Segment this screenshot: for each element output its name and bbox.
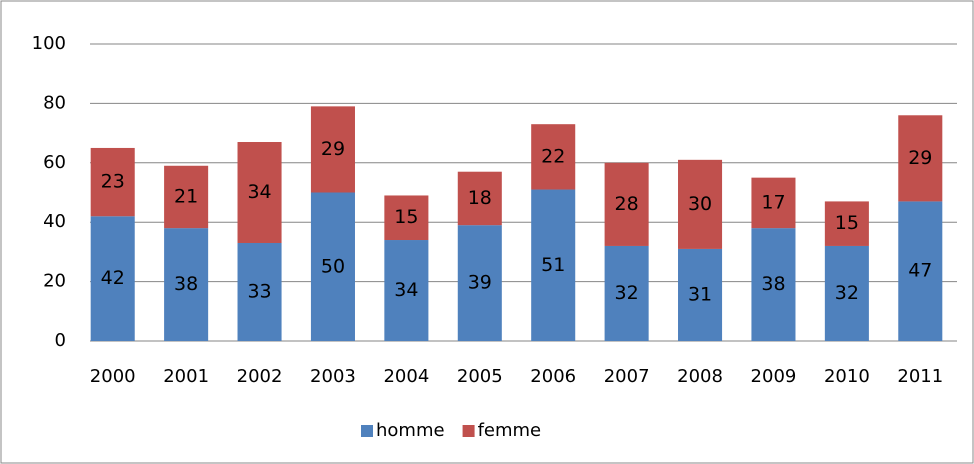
y-tick-label: 80	[43, 92, 66, 113]
data-label: 30	[688, 193, 712, 215]
y-tick-label: 100	[32, 33, 66, 54]
x-tick-label: 2006	[530, 366, 576, 387]
bar-segment	[678, 159, 723, 249]
x-tick-label: 2008	[677, 366, 723, 387]
data-label: 31	[688, 283, 712, 305]
bar-segment	[751, 177, 796, 229]
legend-swatch	[462, 425, 475, 437]
bar-segment	[898, 115, 943, 202]
y-tick-label: 0	[55, 330, 66, 351]
bar-segment	[384, 240, 429, 341]
data-label: 23	[101, 171, 125, 193]
y-tick-label: 20	[43, 271, 66, 292]
data-label: 18	[468, 187, 492, 209]
data-label: 22	[541, 145, 565, 167]
legend-label: homme	[376, 420, 445, 441]
x-tick-label: 2000	[90, 366, 136, 387]
data-label: 15	[835, 212, 859, 234]
bar-segment	[751, 228, 796, 341]
bar-segment	[604, 245, 649, 341]
bar-segment	[90, 147, 135, 217]
bar-segment	[678, 248, 723, 341]
bar-segment	[604, 162, 649, 246]
legend-label: femme	[478, 420, 542, 441]
data-label: 32	[835, 282, 859, 304]
x-tick-label: 2005	[457, 366, 503, 387]
bar-segment	[164, 228, 209, 341]
data-label: 50	[321, 255, 345, 277]
bar-segment	[898, 201, 943, 341]
bar-segment	[237, 142, 282, 243]
data-label: 38	[174, 273, 198, 295]
data-label: 28	[615, 193, 639, 215]
y-tick-label: 60	[43, 152, 66, 173]
bar-segment	[457, 225, 502, 341]
bar-segment	[237, 242, 282, 341]
x-tick-label: 2011	[897, 366, 943, 387]
x-tick-label: 2009	[751, 366, 797, 387]
data-label: 34	[247, 181, 271, 203]
bar-segment	[824, 201, 869, 246]
data-label: 39	[468, 272, 492, 294]
bar-segment	[164, 165, 209, 229]
data-label: 42	[101, 267, 125, 289]
data-label: 29	[908, 147, 932, 169]
data-label: 29	[321, 138, 345, 160]
data-label: 51	[541, 254, 565, 276]
data-label: 17	[761, 191, 785, 213]
data-label: 34	[394, 279, 418, 301]
x-tick-label: 2002	[237, 366, 283, 387]
data-label: 32	[615, 282, 639, 304]
x-tick-label: 2001	[163, 366, 209, 387]
data-label: 33	[247, 280, 271, 302]
x-tick-label: 2010	[824, 366, 870, 387]
data-label: 47	[908, 260, 932, 282]
data-label: 21	[174, 185, 198, 207]
bar-segment	[90, 216, 135, 341]
y-tick-label: 40	[43, 211, 66, 232]
x-tick-label: 2004	[383, 366, 429, 387]
bar-segment	[310, 192, 355, 341]
bar-segment	[531, 124, 576, 190]
bar-segment	[824, 245, 869, 341]
x-tick-label: 2007	[604, 366, 650, 387]
data-label: 15	[394, 206, 418, 228]
bar-segment	[384, 195, 429, 241]
bar-segment	[457, 171, 502, 226]
data-label: 38	[761, 273, 785, 295]
bar-segment	[310, 106, 355, 193]
bar-segment	[531, 189, 576, 341]
legend-swatch	[361, 425, 373, 437]
x-tick-label: 2003	[310, 366, 356, 387]
